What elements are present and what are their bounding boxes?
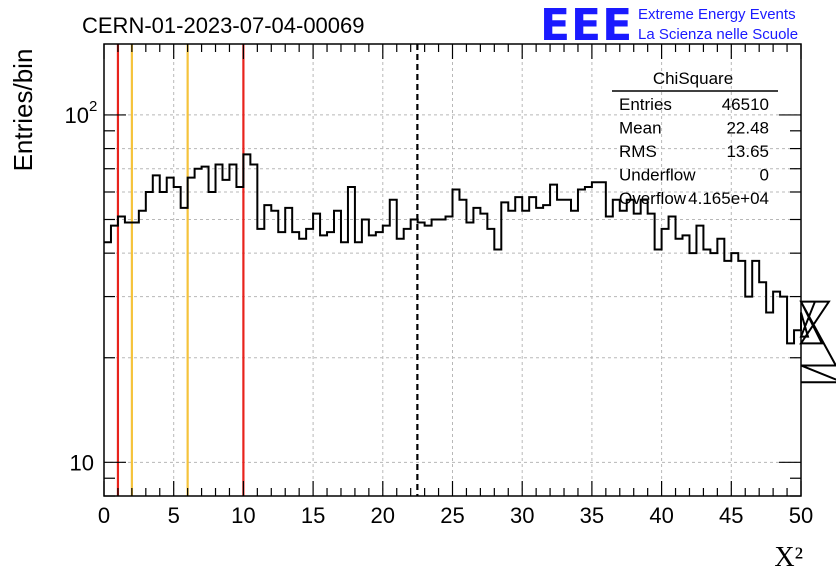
y-tick-label: 10	[70, 450, 94, 475]
stats-label: Mean	[619, 119, 662, 138]
stats-label: Underflow	[619, 166, 696, 185]
logo-line-1: Extreme Energy Events	[638, 6, 796, 23]
histogram-outline	[104, 153, 836, 384]
eee-logo-mark: EEE	[540, 0, 633, 51]
stats-box: ChiSquare Entries 46510 Mean 22.48 RMS 13.65 U…	[612, 69, 778, 208]
stats-label: RMS	[619, 142, 657, 161]
axis-ticks	[103, 44, 802, 497]
x-tick-label: 35	[580, 503, 604, 528]
x-tick-label: 15	[301, 503, 325, 528]
x-tick-label: 30	[510, 503, 534, 528]
logo-line-2: La Scienza nelle Scuole	[638, 26, 798, 43]
chart-title: CERN-01-2023-07-04-00069	[82, 13, 365, 38]
y-axis-label: Entries/bin	[8, 49, 38, 172]
x-tick-label: 50	[789, 503, 813, 528]
y-tick-exponent: 2	[89, 98, 97, 115]
x-tick-label: 5	[168, 503, 180, 528]
grid-lines	[104, 44, 801, 496]
x-axis-label: X²	[774, 542, 803, 572]
stats-label: Overflow	[619, 189, 687, 208]
stats-value: 0	[760, 166, 769, 185]
x-tick-label: 40	[649, 503, 673, 528]
reference-lines	[116, 44, 419, 496]
stats-value: 46510	[722, 95, 769, 114]
eee-logo: EEE Extreme Energy Events La Scienza nel…	[540, 0, 798, 51]
stats-label: Entries	[619, 95, 672, 114]
stats-value: 22.48	[726, 119, 769, 138]
x-tick-labels: 0 5 10 15 20 25 30 35 40 45 50	[98, 503, 813, 528]
y-tick-label: 10	[65, 103, 89, 128]
x-tick-label: 20	[371, 503, 395, 528]
x-tick-label: 0	[98, 503, 110, 528]
stats-value: 13.65	[726, 142, 769, 161]
x-tick-label: 45	[719, 503, 743, 528]
stats-value: 4.165e+04	[688, 189, 769, 208]
stats-title: ChiSquare	[653, 69, 733, 88]
x-tick-label: 10	[231, 503, 255, 528]
x-tick-label: 25	[440, 503, 464, 528]
